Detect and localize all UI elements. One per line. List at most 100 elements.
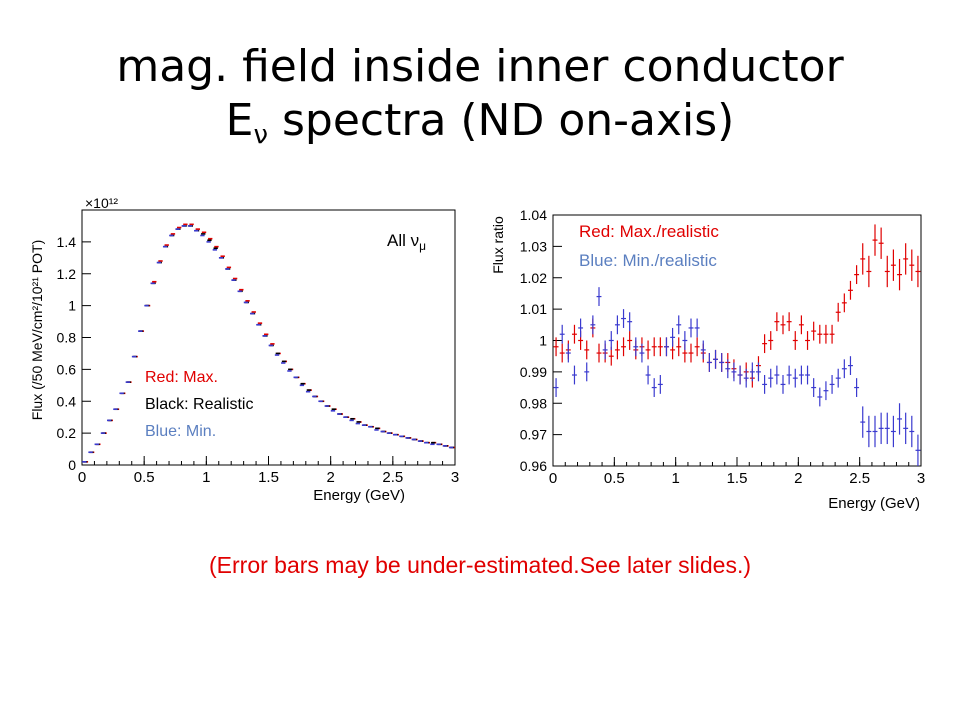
c2-point xyxy=(725,359,731,379)
c2-point xyxy=(553,337,559,357)
c2-point xyxy=(553,378,559,397)
c2-point xyxy=(805,365,810,385)
c2-point xyxy=(792,331,798,350)
c2-point xyxy=(774,365,780,385)
c2-point xyxy=(749,362,755,382)
c2-y-tick-label: 1.02 xyxy=(520,270,547,286)
c2-point xyxy=(700,340,706,360)
c2-point xyxy=(786,365,792,385)
c2-point xyxy=(878,412,884,445)
c1-y-tick-label: 1.4 xyxy=(57,234,77,250)
c2-point xyxy=(780,375,786,394)
c1-x-tick-label: 1.5 xyxy=(258,469,279,486)
c2-point xyxy=(676,337,682,357)
c2-x-tick-label: 0.5 xyxy=(604,470,625,487)
c2-x-tick-label: 2 xyxy=(794,470,802,487)
legend-red-max-ratio: Red: Max./realistic xyxy=(579,222,719,241)
c2-point xyxy=(670,327,676,347)
c2-point xyxy=(872,415,878,448)
c2-point xyxy=(627,312,633,332)
legend-black-realistic: Black: Realistic xyxy=(145,396,253,413)
c2-point xyxy=(602,340,608,360)
c2-point xyxy=(903,412,909,445)
c2-y-tick-label: 0.97 xyxy=(520,427,547,443)
c2-point xyxy=(768,331,774,350)
flux-ratio-chart: 0 0.5 1 1.5 2 2.5 3 0.96 0.97 0.98 0.99 1 1.01 1.02 1.… xyxy=(490,207,925,512)
c2-point xyxy=(854,265,860,285)
title-nu-subscript: ν xyxy=(253,120,268,150)
c2-point xyxy=(559,324,565,344)
title-energy-symbol: E xyxy=(225,95,254,146)
c2-x-tick-label: 3 xyxy=(917,470,925,487)
c2-point xyxy=(890,249,896,281)
c2-point xyxy=(884,412,890,445)
c2-point xyxy=(572,324,577,344)
c2-point xyxy=(651,337,657,357)
c2-point xyxy=(756,362,761,382)
c2-point xyxy=(811,321,817,341)
c2-point xyxy=(719,353,725,372)
c2-point xyxy=(829,375,835,394)
c2-point xyxy=(676,315,682,335)
c2-point xyxy=(823,324,829,344)
c2-point xyxy=(768,368,774,388)
slide-title-line2: Eν spectra (ND on-axis) xyxy=(0,94,960,162)
c2-point xyxy=(633,337,639,357)
c2-point xyxy=(762,375,768,394)
c1-y-tick-label: 1 xyxy=(68,298,76,314)
c2-point xyxy=(774,312,780,332)
c2-point xyxy=(584,340,590,360)
c2-point xyxy=(854,378,860,397)
flux-spectrum-chart: 0 0.5 1 1.5 2 2.5 300.20.40.60.811.21.4 ×10¹² … xyxy=(29,195,459,504)
c2-point xyxy=(835,302,841,322)
c2-point xyxy=(559,343,565,363)
c2-point xyxy=(860,243,866,275)
c2-point xyxy=(688,343,694,363)
c2-point xyxy=(688,318,694,338)
c2-point xyxy=(909,249,915,281)
c2-point xyxy=(621,309,626,328)
c2-point xyxy=(817,324,823,344)
c2-point xyxy=(584,362,590,382)
x-axis-label-ratio: Energy (GeV) xyxy=(828,495,920,512)
c2-point xyxy=(713,349,718,369)
x-axis-label: Energy (GeV) xyxy=(313,487,405,504)
c2-y-tick-label: 1.01 xyxy=(520,301,547,317)
c2-x-tick-label: 0 xyxy=(549,470,557,487)
c1-x-tick-label: 2.5 xyxy=(382,469,403,486)
c2-point xyxy=(743,368,749,388)
c2-point xyxy=(903,243,909,275)
c1-x-tick-label: 2 xyxy=(326,469,334,486)
annotation-all-numu: All νμ xyxy=(387,231,426,253)
c2-point xyxy=(792,368,798,388)
c2-point xyxy=(596,343,602,363)
c2-point xyxy=(823,381,829,401)
c1-y-tick-label: 0.6 xyxy=(57,361,77,377)
c2-point xyxy=(731,362,737,382)
c2-y-tick-label: 1 xyxy=(539,333,547,349)
c2-point xyxy=(835,368,841,388)
y-axis-label-ratio: Flux ratio xyxy=(490,216,506,274)
c2-point xyxy=(572,365,577,385)
c2-point xyxy=(627,331,633,350)
c1-x-tick-label: 3 xyxy=(451,469,459,486)
c2-point xyxy=(780,315,786,335)
c2-point xyxy=(608,331,614,350)
c1-x-tick-label: 1 xyxy=(202,469,210,486)
c2-point xyxy=(897,403,902,435)
c2-point xyxy=(866,415,872,448)
c1-y-tick-label: 0.2 xyxy=(57,425,77,441)
c2-point xyxy=(848,356,853,376)
c2-point xyxy=(657,337,663,357)
c2-point xyxy=(841,359,847,379)
c2-point xyxy=(694,337,700,357)
c2-point xyxy=(682,331,688,350)
c2-point xyxy=(565,343,571,363)
c2-point xyxy=(841,293,847,313)
c2-point xyxy=(590,315,596,335)
c2-point xyxy=(860,406,866,438)
c2-point xyxy=(798,365,804,385)
c2-point xyxy=(706,353,712,372)
c2-point xyxy=(848,280,853,300)
c2-point xyxy=(878,227,884,259)
